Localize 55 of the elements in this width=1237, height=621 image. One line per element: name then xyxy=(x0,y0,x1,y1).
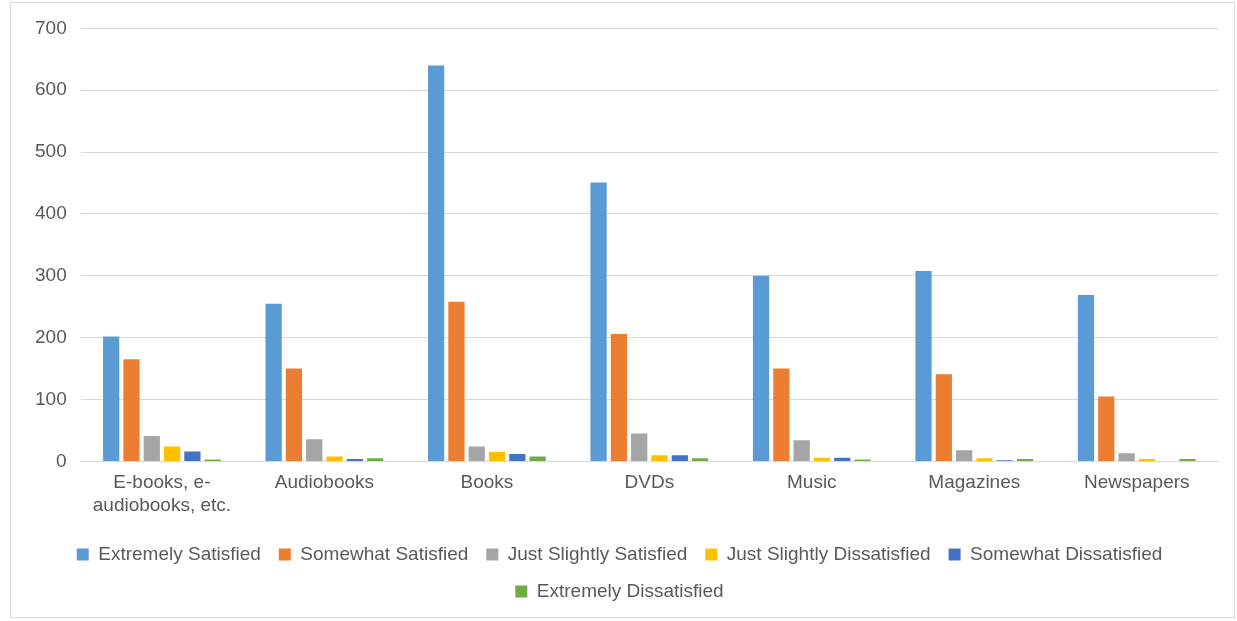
bar xyxy=(326,456,343,461)
bar xyxy=(367,458,384,461)
legend-label: Just Slightly Dissatisfied xyxy=(726,542,931,564)
legend-label: Just Slightly Satisfied xyxy=(507,542,688,564)
bar xyxy=(163,446,181,461)
legend-label: Extremely Dissatisfied xyxy=(536,579,724,601)
legend-label: Somewhat Dissatisfied xyxy=(970,542,1163,564)
bar xyxy=(651,455,668,461)
bar xyxy=(752,275,770,461)
x-tick-label: E-books, e-audiobooks, etc. xyxy=(92,471,232,515)
y-tick-label: 200 xyxy=(35,325,67,347)
bar xyxy=(631,433,648,461)
x-tick-label: DVDs xyxy=(624,471,675,493)
bar xyxy=(468,446,485,461)
bar xyxy=(813,457,831,461)
bar xyxy=(427,65,445,461)
bar xyxy=(1098,396,1115,461)
legend-label: Somewhat Satisfied xyxy=(300,542,469,564)
bar xyxy=(1077,295,1095,461)
legend-label: Extremely Satisfied xyxy=(98,542,261,564)
bar xyxy=(692,458,709,461)
bar xyxy=(509,453,526,461)
x-tick-label: Audiobooks xyxy=(274,471,375,493)
bar xyxy=(265,303,282,461)
bar xyxy=(123,359,140,461)
bar xyxy=(103,336,120,461)
y-tick-label: 0 xyxy=(56,449,67,471)
bar xyxy=(590,182,607,461)
bar xyxy=(143,436,160,461)
bar xyxy=(488,452,506,461)
bar xyxy=(184,451,201,461)
bar xyxy=(285,368,303,461)
y-tick-label: 300 xyxy=(35,264,67,286)
bar xyxy=(671,455,688,461)
x-tick-label: Books xyxy=(460,471,514,493)
x-tick-label: Music xyxy=(787,471,837,493)
bar xyxy=(306,439,323,461)
bar xyxy=(834,457,851,461)
bar xyxy=(976,458,993,461)
bar xyxy=(529,456,546,461)
bar xyxy=(773,368,790,461)
y-tick-label: 100 xyxy=(35,387,67,409)
bar xyxy=(448,301,465,461)
bar xyxy=(915,270,932,461)
y-tick-label: 500 xyxy=(35,140,67,162)
y-tick-label: 400 xyxy=(35,202,67,224)
bar xyxy=(935,374,952,461)
x-tick-label: Magazines xyxy=(928,471,1021,493)
bar xyxy=(956,450,973,461)
bar xyxy=(610,333,628,461)
bar xyxy=(793,440,810,461)
bar xyxy=(1118,453,1135,461)
y-tick-label: 600 xyxy=(35,78,67,100)
y-tick-label: 700 xyxy=(35,16,67,38)
x-tick-label: Newspapers xyxy=(1083,471,1190,493)
